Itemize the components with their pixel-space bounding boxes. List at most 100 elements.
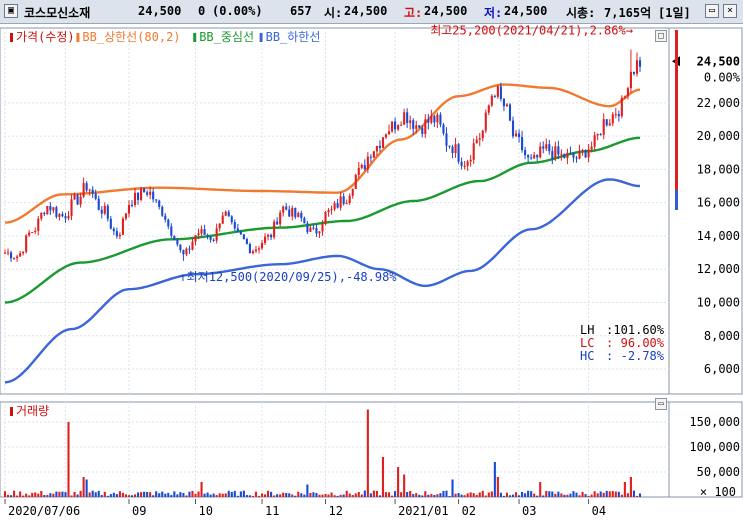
candle-body <box>40 212 43 219</box>
price-candle <box>158 199 161 210</box>
candle-body <box>31 232 34 234</box>
volume-bar <box>481 490 484 497</box>
volume-bar <box>321 494 324 497</box>
price-candle <box>351 188 354 199</box>
price-candle <box>25 234 28 254</box>
window-menu-icon[interactable]: ▣ <box>4 4 18 18</box>
volume-bar <box>233 490 236 497</box>
price-candle <box>514 130 518 137</box>
volume-bar <box>548 491 551 497</box>
price-candle <box>103 202 106 216</box>
candle-body <box>130 204 134 206</box>
candle-body <box>424 119 427 134</box>
price-candle <box>415 120 418 134</box>
volume-bar <box>312 492 315 497</box>
volume-bar <box>260 493 264 497</box>
candle-body <box>288 209 291 217</box>
panel-maximize-button[interactable]: □ <box>655 30 667 42</box>
price-candle <box>303 216 306 224</box>
period-selector[interactable]: [1일] <box>658 6 691 20</box>
candle-body <box>484 112 487 131</box>
price-candle <box>536 154 539 162</box>
volume-bar <box>61 491 64 497</box>
price-candle <box>397 124 400 132</box>
candle-body <box>511 120 515 137</box>
volume-bar <box>318 494 321 497</box>
volume-bar <box>221 493 224 497</box>
price-tick-label: 8,000 <box>704 329 740 343</box>
price-candle <box>533 151 536 159</box>
volume-bar <box>605 490 608 497</box>
price-candle <box>403 108 406 125</box>
price-candle <box>170 223 173 239</box>
volume-bar <box>46 494 49 497</box>
price-candle <box>294 207 297 220</box>
candle-body <box>560 153 563 155</box>
candle-body <box>478 138 481 140</box>
volume-panel-button[interactable]: ▭ <box>655 398 667 410</box>
price-candle <box>76 193 79 206</box>
volume-bar <box>454 493 457 497</box>
volume-bar <box>554 493 557 497</box>
volume-bar <box>37 493 40 497</box>
price-candle <box>345 199 348 205</box>
price-candle <box>285 202 288 211</box>
candle-body <box>493 95 496 97</box>
current-price: 24,500 <box>138 4 182 18</box>
price-candle <box>508 103 512 122</box>
price-candle <box>279 210 282 227</box>
volume-bar <box>611 491 614 497</box>
price-candle <box>551 146 554 165</box>
price-candle <box>375 145 378 157</box>
price-candle <box>215 223 218 244</box>
minimize-button[interactable]: ▭ <box>705 4 719 18</box>
candle-body <box>418 125 421 128</box>
price-candle <box>64 212 67 223</box>
volume-bar <box>602 492 605 497</box>
volume-bar <box>188 491 191 497</box>
volume-bar <box>230 491 233 497</box>
volume-bar <box>433 494 436 497</box>
candle-body <box>354 174 357 189</box>
volume-bar <box>569 493 572 497</box>
close-button[interactable]: × <box>723 4 737 18</box>
candle-body <box>451 146 454 154</box>
high-annotation: 최고25,200(2021/04/21),2.86%→ <box>430 24 633 38</box>
price-candle <box>502 98 505 112</box>
volume-bar <box>227 490 230 497</box>
volume-bar <box>354 493 357 497</box>
volume-bar <box>369 493 372 497</box>
candle-body <box>194 235 197 242</box>
volume-bar <box>218 493 221 497</box>
volume-bar <box>378 495 382 497</box>
price-candle <box>22 251 25 256</box>
candle-body <box>587 149 590 158</box>
price-candle <box>251 249 255 255</box>
volume-bar <box>372 490 375 497</box>
candle-body <box>185 248 188 255</box>
candle-body <box>433 116 436 123</box>
price-candle <box>37 215 40 236</box>
candle-body <box>191 241 194 250</box>
volume-tick-label: 150,000 <box>689 415 740 429</box>
price-candle <box>130 200 134 208</box>
volume-bar <box>22 495 25 497</box>
price-candle <box>233 219 236 232</box>
candle-body <box>28 232 31 236</box>
price-candle <box>194 235 197 246</box>
price-candle <box>448 145 451 149</box>
price-candle <box>46 205 49 215</box>
candle-body <box>19 253 22 257</box>
candle-body <box>279 212 282 225</box>
price-candle <box>421 125 424 138</box>
candle-body <box>312 227 315 229</box>
volume-bar <box>270 491 273 497</box>
price-candle <box>342 193 345 206</box>
price-candle <box>354 173 357 189</box>
candle-body <box>542 146 545 149</box>
volume-bar <box>593 491 596 497</box>
candle-body <box>590 146 593 150</box>
candle-body <box>158 200 161 207</box>
price-candle <box>239 230 242 235</box>
price-candle <box>366 152 369 174</box>
